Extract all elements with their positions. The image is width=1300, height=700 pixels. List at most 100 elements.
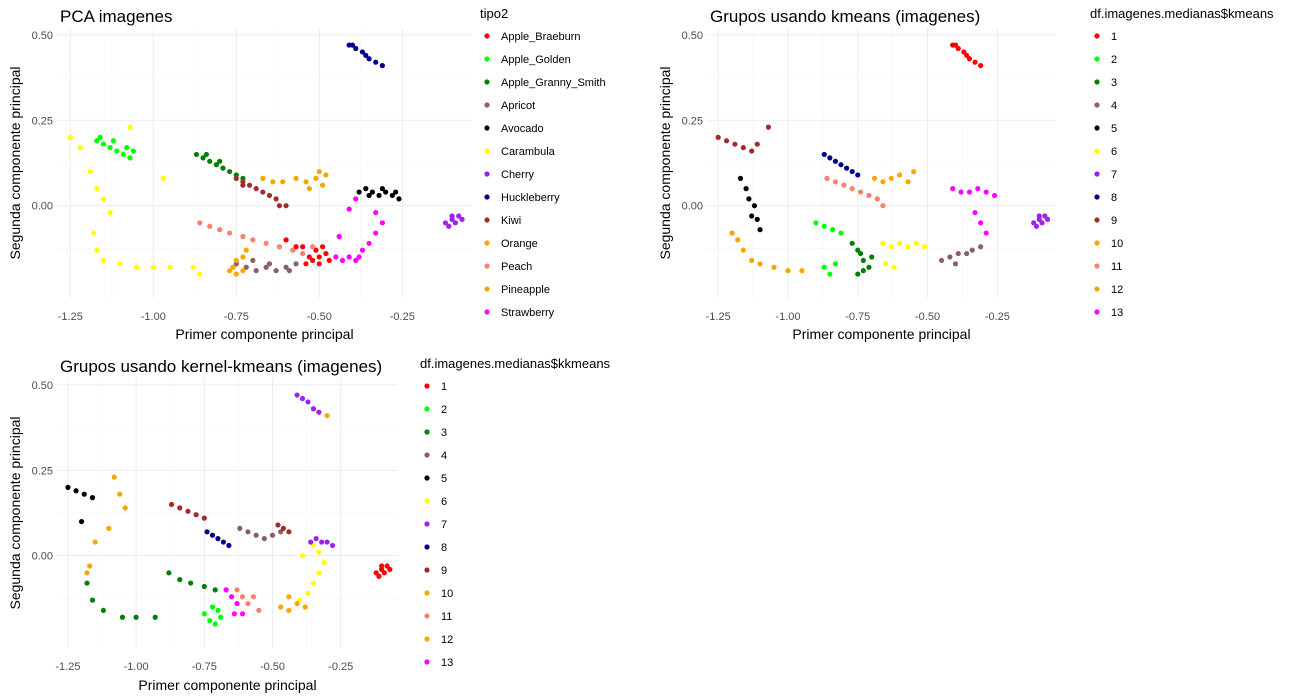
x-tick-label: -0.75	[224, 311, 249, 323]
data-point	[321, 559, 327, 566]
series-peach	[197, 220, 316, 257]
data-point	[369, 189, 375, 195]
data-point	[201, 583, 207, 590]
data-point	[215, 607, 221, 614]
data-point	[122, 505, 128, 511]
data-point	[849, 240, 855, 246]
chart-title: PCA imagenes	[60, 7, 172, 26]
data-point	[333, 254, 339, 260]
data-point	[234, 587, 240, 593]
data-point	[379, 186, 385, 192]
data-point	[201, 515, 207, 521]
legend-key	[484, 171, 490, 177]
data-point	[212, 587, 218, 593]
legend-key	[424, 429, 430, 435]
data-point	[152, 614, 158, 620]
data-point	[94, 186, 100, 192]
data-point	[310, 406, 317, 412]
data-point	[964, 52, 970, 58]
data-point	[280, 525, 287, 531]
data-point	[359, 49, 366, 55]
legend-key	[484, 286, 490, 292]
data-point	[891, 264, 897, 270]
data-point	[65, 484, 71, 490]
data-point	[749, 257, 755, 264]
legend-key	[484, 79, 490, 85]
data-point	[305, 399, 311, 405]
data-point	[1039, 220, 1045, 226]
data-point	[363, 186, 369, 192]
data-point	[215, 536, 221, 542]
data-point	[740, 247, 746, 253]
data-point	[263, 264, 269, 270]
series-avocado	[356, 186, 402, 202]
data-point	[373, 230, 379, 236]
data-point	[253, 268, 259, 274]
legend-label: 8	[441, 542, 447, 554]
data-point	[313, 536, 319, 542]
data-point	[785, 268, 791, 274]
data-point	[376, 573, 382, 579]
data-point	[857, 250, 864, 257]
data-point	[911, 168, 917, 175]
legend-key	[1094, 125, 1100, 131]
data-point	[299, 395, 306, 402]
data-point	[240, 233, 246, 240]
legend-label: Apricot	[501, 100, 535, 112]
data-point	[73, 488, 79, 494]
legend-key	[424, 498, 430, 504]
y-axis-label: Segunda componente principal	[657, 66, 673, 259]
data-point	[203, 151, 209, 158]
legend-label: 9	[441, 565, 447, 577]
legend-label: Carambula	[501, 146, 556, 158]
data-point	[177, 505, 183, 511]
x-tick-label: -0.50	[260, 661, 285, 673]
data-point	[81, 491, 87, 497]
data-point	[117, 261, 123, 267]
x-axis-label: Primer componente principal	[792, 326, 970, 342]
data-point	[329, 542, 336, 549]
legend-label: 1	[1111, 31, 1117, 43]
data-point	[278, 604, 284, 610]
data-point	[821, 223, 827, 229]
data-point	[373, 209, 379, 216]
data-point	[107, 145, 113, 151]
data-point	[250, 237, 256, 243]
data-point	[127, 155, 133, 161]
data-point	[983, 189, 989, 195]
x-tick-label: -0.50	[307, 311, 332, 323]
chart-title: Grupos usando kernel-kmeans (imagenes)	[60, 357, 382, 376]
data-point	[250, 594, 257, 600]
data-point	[89, 597, 96, 603]
legend-label: Apple_Golden	[501, 54, 571, 66]
data-point	[133, 614, 139, 620]
data-point	[293, 261, 299, 267]
data-point	[751, 203, 758, 209]
data-point	[120, 151, 126, 158]
data-point	[303, 179, 309, 185]
data-point	[310, 244, 316, 250]
legend-label: 1	[441, 381, 447, 393]
data-point	[273, 196, 279, 202]
legend-label: Apple_Braeburn	[501, 31, 581, 43]
data-point	[87, 563, 93, 569]
x-tick-label: -0.25	[390, 311, 415, 323]
data-point	[356, 254, 362, 260]
data-point	[302, 604, 308, 610]
data-point	[978, 244, 984, 250]
data-point	[757, 227, 763, 233]
data-point	[880, 203, 886, 209]
data-point	[276, 244, 283, 250]
data-point	[207, 158, 213, 164]
data-point	[393, 189, 399, 195]
y-tick-label: 0.00	[32, 551, 53, 563]
data-point	[832, 158, 839, 164]
data-point	[326, 257, 332, 264]
data-point	[446, 223, 452, 229]
data-point	[376, 192, 382, 199]
data-point	[754, 216, 760, 222]
y-tick-label: 0.25	[32, 465, 53, 477]
data-point	[78, 518, 85, 525]
data-point	[387, 566, 393, 572]
data-point	[220, 165, 226, 171]
